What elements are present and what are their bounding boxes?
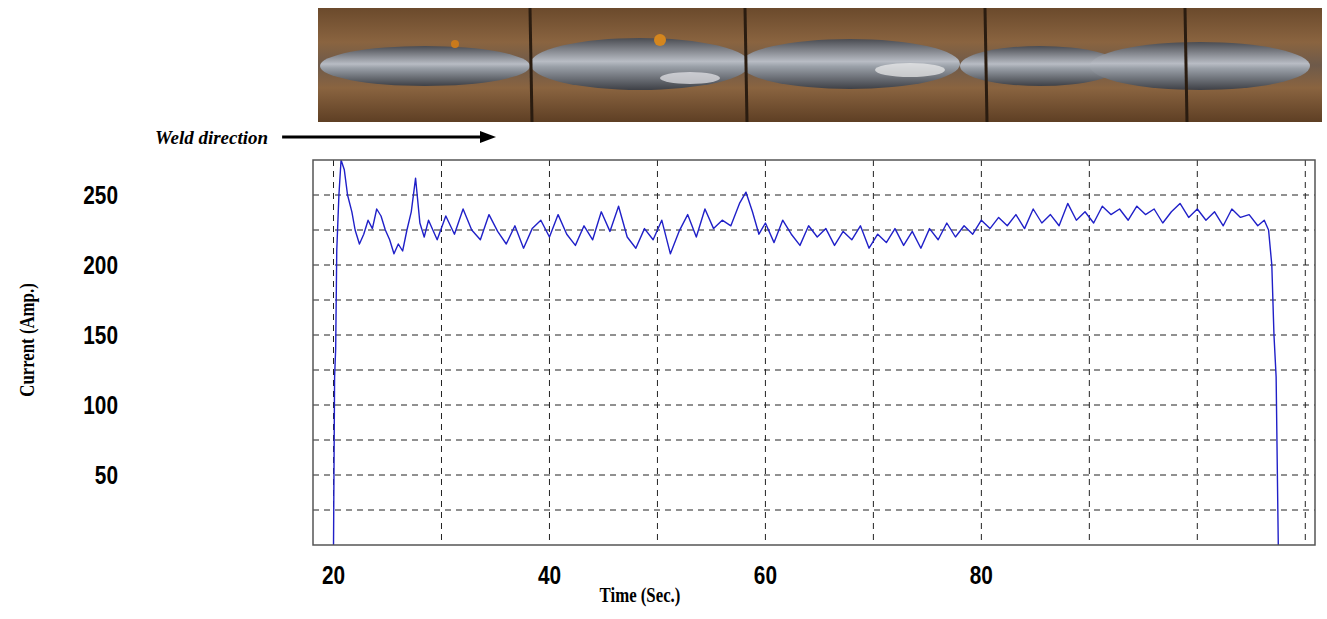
grid-line [313, 195, 1315, 196]
grid-line [313, 300, 1315, 301]
grid-line [765, 160, 766, 545]
bead [740, 39, 960, 89]
x-tick-label: 40 [538, 561, 561, 590]
grid-line [313, 440, 1315, 441]
y-tick-label: 100 [83, 391, 118, 420]
grid-line [1305, 160, 1306, 545]
arrow-shaft [282, 136, 482, 139]
grid-line [313, 265, 1315, 266]
current-line [334, 160, 1279, 545]
grid-line [981, 160, 982, 545]
arrow-head [480, 131, 496, 143]
cut-line [530, 8, 532, 122]
grid [313, 160, 1315, 545]
grid-line [313, 510, 1315, 511]
grid-line [313, 475, 1315, 476]
x-tick-label: 80 [970, 561, 993, 590]
plot-frame [313, 160, 1315, 545]
plot-background [313, 160, 1315, 545]
highlight [660, 72, 720, 84]
plate [318, 8, 1322, 122]
y-tick-label: 200 [83, 251, 118, 280]
grid-line [313, 405, 1315, 406]
bead [1090, 42, 1310, 90]
grid-line [1197, 160, 1198, 545]
x-axis-title: Time (Sec.) [600, 583, 681, 607]
cut-line [1185, 8, 1187, 122]
cut-line [745, 8, 747, 122]
grid-line [313, 370, 1315, 371]
weld-photo [318, 8, 1322, 122]
rust-spot [451, 40, 459, 48]
data-group [334, 160, 1279, 545]
grid-line [313, 335, 1315, 336]
rust-spot [654, 34, 666, 46]
grid-line [873, 160, 874, 545]
grid-line [657, 160, 658, 545]
bead [320, 46, 530, 86]
annotation: Weld direction [155, 127, 268, 148]
highlight [875, 63, 945, 77]
bead [530, 38, 750, 90]
chart: Weld direction 50 100 150 200 250 20 40 60 80 Time… [0, 0, 1327, 619]
y-axis-title: Current (Amp.) [15, 283, 39, 396]
grid-line [549, 160, 550, 545]
cut-line [985, 8, 987, 122]
x-tick-label: 60 [754, 561, 777, 590]
x-tick-label: 20 [322, 561, 345, 590]
y-tick-label: 150 [83, 321, 118, 350]
y-tick-label: 250 [83, 181, 118, 210]
grid-line [441, 160, 442, 545]
y-tick-label: 50 [95, 461, 118, 490]
grid-line [313, 230, 1315, 231]
